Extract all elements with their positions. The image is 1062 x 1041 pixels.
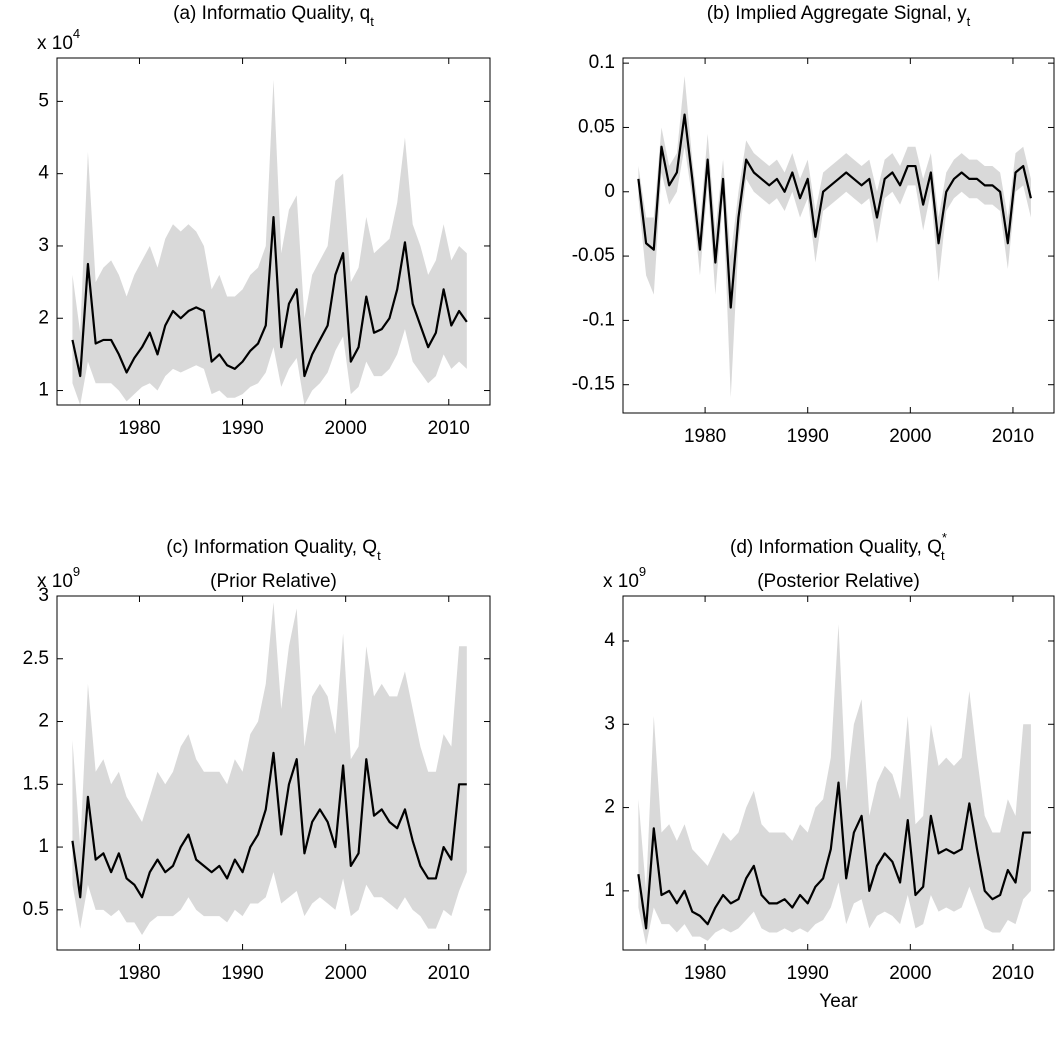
multiplier-base: x 10 bbox=[37, 571, 73, 592]
x-tick-label: 2010 bbox=[428, 418, 470, 439]
x-tick-label: 2010 bbox=[992, 426, 1034, 447]
title-subscript: t bbox=[967, 14, 971, 29]
y-tick-label: 5 bbox=[38, 90, 49, 111]
y-tick-label: 2 bbox=[38, 307, 49, 328]
title-subscript: t bbox=[941, 548, 945, 563]
series-line bbox=[637, 113, 1032, 309]
axis-multiplier: x 109 bbox=[37, 564, 80, 592]
multiplier-base: x 10 bbox=[37, 33, 73, 54]
multiplier-exponent: 9 bbox=[73, 564, 80, 579]
y-tick-label: 0.1 bbox=[589, 52, 615, 73]
panel-title: (d) Information Quality, Q* t bbox=[730, 530, 947, 563]
x-tick-label: 1990 bbox=[787, 963, 829, 984]
confidence-band bbox=[72, 79, 467, 405]
axis-multiplier: x 109 bbox=[603, 564, 646, 592]
series-line bbox=[637, 781, 1031, 930]
title-text: (c) Information Quality, Q bbox=[166, 537, 377, 558]
title-subscript: t bbox=[370, 14, 374, 29]
x-tick-label: 2000 bbox=[889, 963, 931, 984]
title-superscript: * bbox=[942, 530, 947, 545]
y-tick-label: 4 bbox=[38, 163, 49, 184]
confidence-band bbox=[72, 602, 467, 935]
x-tick-label: 2010 bbox=[992, 963, 1034, 984]
confidence-band bbox=[638, 624, 1031, 945]
x-tick-label: 1980 bbox=[118, 963, 160, 984]
axes-frame bbox=[622, 57, 1055, 414]
title-text: (a) Informatio Quality, q bbox=[173, 3, 370, 24]
y-tick-label: -0.1 bbox=[582, 309, 615, 330]
multiplier-base: x 10 bbox=[603, 571, 639, 592]
y-tick-label: 3 bbox=[38, 585, 49, 606]
x-tick-label: 2000 bbox=[325, 418, 367, 439]
y-tick-label: -0.15 bbox=[572, 374, 615, 395]
y-tick-label: 1 bbox=[38, 836, 49, 857]
y-tick-label: -0.05 bbox=[572, 245, 615, 266]
y-tick-label: 2.5 bbox=[23, 648, 49, 669]
x-tick-label: 1990 bbox=[221, 963, 263, 984]
axes-frame bbox=[622, 595, 1055, 951]
y-tick-label: 4 bbox=[604, 630, 615, 651]
title-text: (d) Information Quality, Q bbox=[730, 537, 942, 558]
multiplier-exponent: 4 bbox=[73, 26, 80, 41]
series-line bbox=[71, 215, 468, 378]
y-tick-label: 3 bbox=[604, 713, 615, 734]
axes-frame bbox=[56, 57, 491, 406]
series-line bbox=[71, 751, 467, 899]
x-tick-label: 2010 bbox=[428, 963, 470, 984]
x-tick-label: 2000 bbox=[889, 426, 931, 447]
x-axis-label: Year bbox=[819, 991, 858, 1012]
x-tick-label: 1980 bbox=[118, 418, 160, 439]
confidence-band bbox=[638, 76, 1031, 398]
y-tick-label: 1.5 bbox=[23, 773, 49, 794]
y-tick-label: 1 bbox=[38, 380, 49, 401]
y-tick-label: 0 bbox=[604, 181, 615, 202]
y-tick-label: 2 bbox=[38, 711, 49, 732]
panel-subtitle: (Posterior Relative) bbox=[757, 571, 920, 592]
x-tick-label: 1990 bbox=[221, 418, 263, 439]
x-tick-label: 1980 bbox=[684, 426, 726, 447]
panel-title: (c) Information Quality, Qt bbox=[166, 537, 381, 563]
x-tick-label: 2000 bbox=[325, 963, 367, 984]
panel-title: (b) Implied Aggregate Signal, yt bbox=[707, 3, 971, 29]
y-tick-label: 0.5 bbox=[23, 899, 49, 920]
x-tick-label: 1980 bbox=[684, 963, 726, 984]
y-tick-label: 0.05 bbox=[578, 116, 615, 137]
axis-multiplier: x 104 bbox=[37, 26, 80, 54]
axes-frame bbox=[56, 595, 491, 951]
title-subscript: t bbox=[377, 548, 381, 563]
panel-title: (a) Informatio Quality, qt bbox=[173, 3, 374, 29]
y-tick-label: 3 bbox=[38, 235, 49, 256]
multiplier-exponent: 9 bbox=[639, 564, 646, 579]
panel-subtitle: (Prior Relative) bbox=[210, 571, 337, 592]
title-text: (b) Implied Aggregate Signal, y bbox=[707, 3, 967, 24]
y-tick-label: 2 bbox=[604, 797, 615, 818]
y-tick-label: 1 bbox=[604, 880, 615, 901]
x-tick-label: 1990 bbox=[787, 426, 829, 447]
